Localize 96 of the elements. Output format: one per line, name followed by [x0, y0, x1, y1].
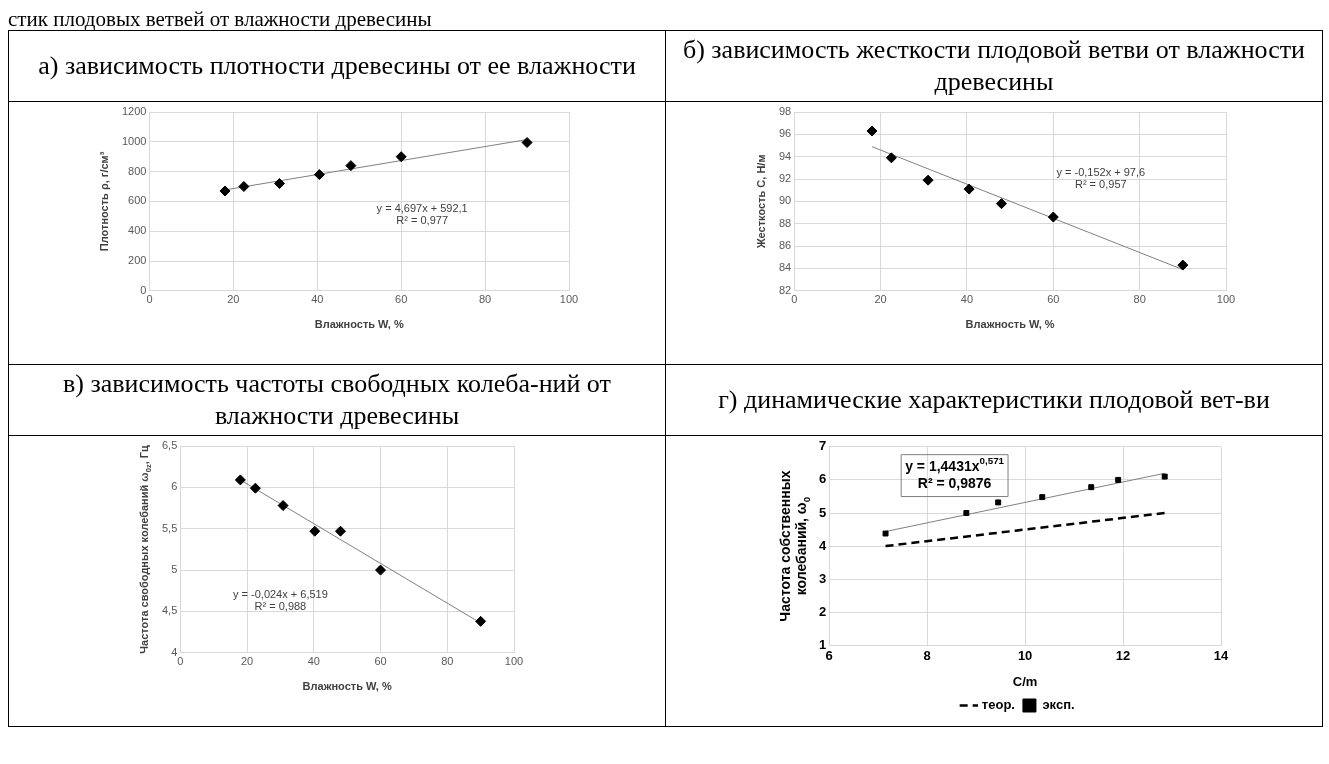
point: [234, 474, 246, 486]
y-tick-label: 86: [778, 239, 792, 252]
point: [866, 125, 878, 137]
x-tick-label: 80: [441, 655, 454, 668]
y-tick-label: 5,5: [161, 521, 178, 534]
point: [249, 482, 261, 494]
x-tick-label: 12: [1115, 647, 1131, 663]
y-tick-label: 400: [128, 224, 147, 237]
y-tick-label: 1200: [121, 105, 147, 118]
point: [345, 160, 357, 172]
x-axis-title: Влажность W, %: [314, 318, 404, 331]
annotation: R² = 0,988: [254, 600, 307, 613]
annotation: R² = 0,977: [396, 214, 448, 227]
x-tick-label: 40: [307, 655, 320, 668]
x-tick-label: 8: [923, 647, 931, 663]
x-tick-label: 14: [1213, 647, 1229, 663]
y-tick-label: 82: [778, 283, 792, 296]
point: [1115, 476, 1122, 483]
point: [995, 499, 1002, 506]
x-tick-label: 60: [374, 655, 387, 668]
x-tick-label: 100: [559, 293, 579, 306]
y-tick-label: 98: [778, 105, 792, 118]
annotation: R² = 0,957: [1074, 178, 1127, 191]
point: [922, 174, 934, 186]
y-tick-label: 84: [778, 261, 792, 274]
point: [963, 183, 975, 195]
x-tick-label: 100: [1216, 293, 1236, 306]
chart-title: б) зависимость жесткости плодовой ветви от влажности древесины: [665, 30, 1323, 102]
x-tick-label: 20: [874, 293, 887, 306]
y-tick-label: 88: [778, 216, 792, 229]
y-tick-label: 4: [819, 537, 827, 553]
point: [963, 510, 970, 516]
legend-label: эксп.: [1042, 697, 1075, 713]
x-tick-label: 80: [1133, 293, 1146, 306]
x-tick-label: 20: [240, 655, 254, 668]
x-axis-title: C/m: [1012, 673, 1038, 689]
point: [375, 564, 387, 576]
legend-label: теор.: [981, 697, 1015, 713]
x-tick-label: 60: [395, 293, 408, 306]
point: [219, 185, 231, 197]
y-axis-title: Плотность ρ, г/см³: [98, 151, 111, 252]
y-tick-label: 4: [171, 645, 178, 658]
y-tick-label: 5: [819, 504, 827, 520]
point: [395, 151, 407, 163]
y-tick-label: 0: [140, 283, 147, 296]
point: [885, 152, 897, 164]
point: [995, 198, 1007, 210]
chart-title: в) зависимость частоты свободных колеба-ний от влажности древесины: [8, 364, 666, 436]
point: [475, 615, 487, 627]
point: [1047, 211, 1059, 223]
chart-subtitle: стик плодовых ветвей от влажности древесины: [8, 7, 433, 31]
point: [274, 178, 286, 190]
annotation: R² = 0,9876: [917, 475, 992, 492]
y-tick-label: 4,5: [161, 604, 178, 617]
y-axis-title: Жесткость С, Н/м: [755, 154, 768, 250]
point: [277, 500, 289, 512]
y-tick-label: 6,5: [161, 439, 178, 452]
chart-title: г) динамические характеристики плодовой вет-ви: [665, 364, 1323, 436]
x-tick-label: 40: [311, 293, 324, 306]
point: [1088, 484, 1095, 491]
x-tick-label: 80: [478, 293, 492, 306]
annotation: y = -0,152x + 97,6: [1056, 165, 1146, 178]
y-tick-label: 96: [778, 127, 792, 140]
point: [309, 525, 321, 537]
point: [1161, 473, 1168, 480]
x-tick-label: 40: [960, 293, 974, 306]
annotation: y = 4,697x + 592,1: [376, 201, 468, 214]
point: [1177, 259, 1189, 271]
y-tick-label: 5: [171, 563, 178, 576]
y-tick-label: 200: [128, 254, 147, 267]
y-tick-label: 6: [171, 480, 178, 493]
y-tick-label: 800: [128, 164, 147, 177]
x-tick-label: 60: [1047, 293, 1060, 306]
point: [521, 137, 533, 149]
y-tick-label: 1000: [121, 134, 147, 147]
y-tick-label: 94: [778, 149, 792, 162]
y-tick-label: 1: [819, 636, 827, 652]
x-tick-label: 100: [504, 655, 524, 668]
y-tick-label: 90: [778, 194, 792, 207]
point: [882, 530, 889, 537]
y-tick-label: 6: [819, 471, 827, 487]
y-tick-label: 600: [128, 194, 147, 207]
x-axis-title: Влажность W, %: [965, 318, 1055, 331]
point: [334, 525, 346, 537]
x-axis-title: Влажность W, %: [302, 680, 392, 693]
y-tick-label: 7: [819, 438, 827, 454]
y-tick-label: 3: [819, 570, 827, 586]
point: [238, 181, 250, 192]
chart-title: а) зависимость плотности древесины от ее влажности: [8, 30, 666, 102]
y-tick-label: 92: [778, 172, 792, 185]
point: [313, 169, 325, 181]
y-tick-label: 2: [819, 603, 827, 619]
point: [1039, 494, 1046, 501]
annotation: y = -0,024x + 6,519: [233, 587, 328, 600]
x-tick-label: 10: [1017, 647, 1033, 663]
x-tick-label: 20: [227, 293, 240, 306]
